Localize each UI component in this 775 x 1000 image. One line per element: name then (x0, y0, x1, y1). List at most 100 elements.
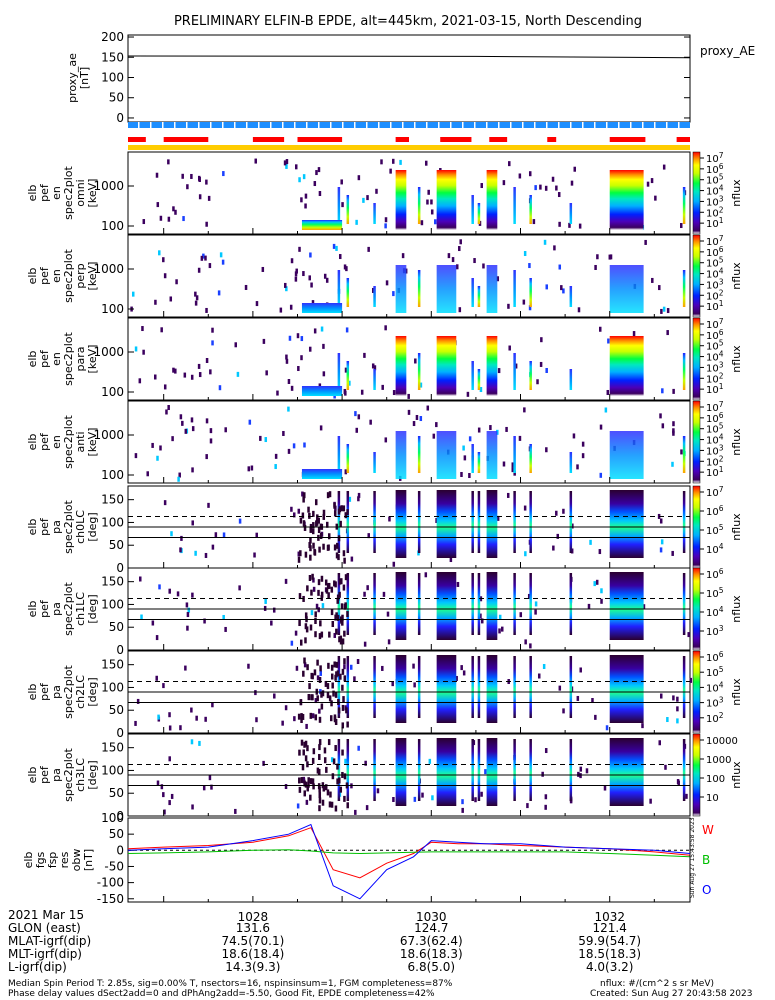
spectrogram-pixel (299, 639, 303, 646)
spectrogram-pixel (384, 325, 387, 331)
spectrogram-pixel (587, 603, 591, 609)
spectrogram-pixel (556, 533, 560, 539)
spectrogram-pixel (163, 273, 167, 279)
spectrogram-pixel (308, 574, 312, 581)
spectrogram-pixel (518, 173, 522, 179)
spectrogram-pixel (297, 556, 301, 563)
spectrogram-pixel (134, 720, 137, 726)
spectrogram-pixel (552, 545, 555, 551)
ephemeris-row-label: L-igrf(dip) (8, 960, 67, 974)
spectrogram-pixel (341, 684, 344, 691)
spectrogram-pixel (430, 199, 433, 205)
spectrogram-pixel (501, 626, 504, 632)
spectrogram-column (337, 353, 341, 390)
spectrogram-pixel (328, 801, 332, 808)
spectrogram-pixel (366, 585, 369, 591)
spectrogram-pixel (573, 166, 576, 172)
spectrogram-patch (301, 303, 343, 313)
spectrogram-column (529, 444, 532, 473)
spectrogram-pixel (660, 539, 664, 545)
spectrogram-pixel (334, 745, 337, 752)
spectrogram-column (471, 739, 474, 801)
spectrogram-pixel (160, 327, 163, 333)
spectrogram-pixel (654, 195, 657, 201)
spectrogram-pixel (308, 683, 311, 690)
panel-ylabel-line-5: [deg] (86, 594, 99, 623)
spectrogram-pixel (514, 363, 518, 369)
colorbar-tick-label: 107 (706, 485, 724, 499)
spectrogram-pixel (327, 739, 331, 746)
spectrogram-pixel (297, 713, 301, 720)
spectrogram-column (417, 739, 421, 801)
spectrogram-pixel (389, 168, 392, 174)
spectrogram-column (513, 187, 516, 224)
spectrogram-pixel (139, 576, 142, 582)
panel-ylabel-line-4: omni (74, 179, 87, 206)
spectrogram-pixel (599, 472, 603, 478)
spectrogram-pixel (323, 747, 327, 754)
spectrogram-column (471, 573, 474, 635)
spectrogram-pixel (506, 492, 510, 498)
spectrogram-pixel (329, 791, 332, 798)
spectrogram-pixel (600, 598, 603, 604)
spectrogram-pixel (461, 807, 464, 813)
spectrogram-pixel (203, 618, 206, 624)
spectrogram-pixel (386, 611, 390, 617)
spectrogram-pixel (312, 542, 315, 549)
spectrogram-pixel (306, 585, 309, 592)
proxy-ae-panel: 200 150 100 50 0 proxy_AE proxy_ae [nT] (66, 30, 755, 125)
spectrogram-pixel (281, 720, 284, 726)
panel-ylabel-line-3: spec2plot (62, 665, 75, 719)
spectrogram-pixel (519, 612, 523, 618)
spectrogram-pixel (297, 551, 301, 557)
spectrogram-pixel (186, 612, 190, 618)
spectrogram-pixel (183, 372, 187, 378)
spectrogram-pixel (544, 804, 547, 810)
spectrogram-block (395, 655, 407, 723)
spectrogram-pixel (581, 453, 585, 459)
panel-ylabel-line-5: [keV] (86, 262, 99, 291)
spectrogram-pixel (328, 491, 332, 498)
spectrogram-block (486, 265, 498, 313)
spectrogram-pixel (191, 592, 194, 598)
spectrogram-pixel (302, 749, 305, 756)
spectrogram-column (337, 270, 341, 307)
spectrogram-pixel (298, 749, 301, 756)
spectrogram-pixel (300, 197, 303, 203)
spectrogram-pixel (318, 797, 322, 804)
spectrogram-pixel (318, 716, 322, 723)
spectrogram-pixel (195, 715, 198, 721)
spectrogram-pixel (345, 266, 348, 272)
spectrogram-pixel (298, 620, 301, 627)
ephemeris-row-label: GLON (east) (8, 921, 81, 935)
spectrogram-pixel (336, 542, 339, 549)
spectrogram-pixel (330, 700, 333, 707)
spectrogram-pixel (528, 171, 532, 177)
spectrogram-pixel (300, 336, 304, 342)
panel-ylabel-line-3: spec2plot (62, 582, 75, 636)
spectrogram-pixel (671, 461, 674, 467)
spectrogram-pixel (304, 551, 308, 558)
spectrogram-pixel (168, 712, 171, 718)
spectrogram-pixel (318, 383, 322, 389)
spectrogram-pixel (315, 520, 318, 527)
spectrogram-pixel (367, 533, 370, 539)
colorbar-tick-label: 10000 (706, 736, 738, 747)
spectrogram-pixel (349, 664, 353, 670)
spectrogram-pixel (317, 167, 321, 173)
spectrogram-pixel (458, 246, 461, 252)
spectrogram-pixel (162, 257, 165, 263)
spectrogram-column (477, 203, 481, 224)
spectrogram-pixel (606, 389, 610, 395)
spectrogram-pixel (523, 407, 526, 413)
spectrogram-pixel (337, 698, 340, 705)
spectrogram-column (373, 656, 376, 718)
spectrogram-pixel (197, 267, 201, 273)
spectrogram-pixel (344, 390, 347, 396)
spectrogram-pixel (314, 698, 318, 704)
spectrogram-block (395, 738, 407, 806)
spectrogram-block (486, 490, 498, 558)
spectrogram-pixel (204, 552, 208, 558)
spectrogram-pixel (262, 338, 266, 344)
